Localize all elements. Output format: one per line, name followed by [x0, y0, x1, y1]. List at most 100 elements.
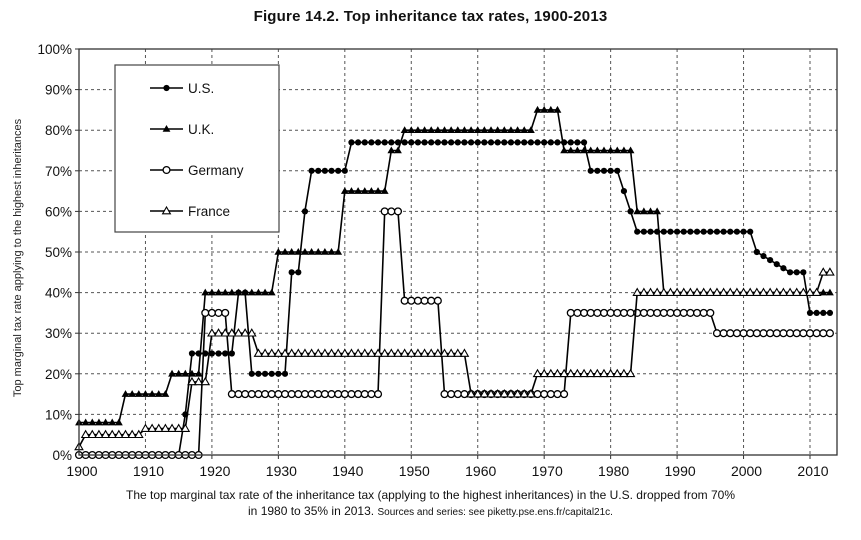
- caption-source: Sources and series: see piketty.pse.ens.…: [377, 507, 613, 518]
- us-data-point: [321, 167, 328, 174]
- uk-data-point: [560, 146, 569, 154]
- uk-data-point: [174, 369, 183, 377]
- france-data-point: [579, 368, 589, 378]
- france-data-point: [565, 368, 576, 378]
- us-data-point: [308, 167, 315, 174]
- uk-data-point: [208, 288, 216, 296]
- germany-data-point: [234, 390, 243, 399]
- france-data-point: [472, 388, 483, 398]
- us-data-point: [574, 139, 581, 146]
- uk-data-point: [633, 207, 642, 215]
- france-data-point: [114, 429, 124, 439]
- germany-data-point: [261, 390, 270, 399]
- us-data-point: [421, 139, 428, 146]
- us-data-point: [813, 309, 820, 316]
- y-tick-label: 90%: [45, 83, 72, 98]
- france-data-point: [399, 348, 410, 357]
- us-data-point: [773, 261, 780, 268]
- uk-data-point: [573, 146, 582, 154]
- uk-data-point: [81, 418, 90, 426]
- x-tick-label: 1980: [598, 463, 629, 479]
- france-data-point: [379, 348, 390, 357]
- france-data-point: [758, 287, 769, 296]
- us-data-point: [388, 139, 395, 146]
- germany-data-point: [354, 390, 363, 399]
- uk-data-point: [473, 126, 482, 133]
- uk-data-point: [400, 126, 409, 133]
- germany-data-point: [799, 329, 808, 338]
- us-data-point: [580, 139, 588, 146]
- germany-data-point: [573, 308, 582, 317]
- germany-data-point: [812, 329, 821, 338]
- france-data-point: [526, 388, 536, 398]
- x-tick-label: 1910: [133, 463, 164, 479]
- us-data-point: [627, 208, 634, 215]
- germany-data-point: [274, 390, 283, 399]
- uk-data-point: [487, 126, 495, 133]
- uk-data-point: [314, 248, 323, 255]
- uk-data-point: [414, 126, 422, 133]
- france-data-point: [732, 287, 742, 296]
- france-data-point: [811, 287, 822, 296]
- us-data-point: [222, 350, 229, 357]
- uk-data-point: [108, 418, 117, 426]
- uk-data-point: [374, 187, 382, 194]
- france-data-point: [406, 348, 417, 357]
- us-data-point: [434, 139, 441, 146]
- us-data-point: [733, 228, 741, 235]
- legend-label-uk: U.K.: [188, 122, 214, 137]
- uk-data-point: [347, 187, 356, 194]
- germany-data-point: [162, 165, 171, 175]
- uk-data-point: [274, 248, 283, 255]
- france-data-point: [805, 287, 815, 296]
- france-data-point: [612, 368, 623, 378]
- us-data-point: [800, 269, 807, 276]
- france-data-point: [552, 368, 563, 378]
- uk-data-point: [513, 126, 522, 133]
- us-data-point: [727, 228, 734, 235]
- france-data-point: [306, 348, 317, 357]
- france-data-point: [293, 348, 304, 357]
- uk-data-point: [307, 248, 316, 255]
- uk-data-point: [261, 288, 269, 296]
- uk-data-point: [221, 288, 230, 296]
- france-data-point: [326, 348, 337, 357]
- uk-data-point: [360, 187, 369, 194]
- germany-data-point: [393, 207, 403, 216]
- uk-data-point: [88, 418, 97, 426]
- us-data-point: [414, 139, 422, 146]
- us-data-point: [441, 139, 448, 146]
- uk-data-point: [327, 248, 336, 255]
- uk-data-point: [427, 126, 436, 133]
- x-tick-label: 1950: [399, 463, 430, 479]
- germany-data-point: [447, 390, 456, 399]
- france-data-point: [359, 348, 370, 357]
- france-data-point: [393, 348, 403, 357]
- france-data-point: [147, 423, 157, 432]
- us-data-point: [215, 350, 222, 357]
- france-data-point: [466, 388, 476, 398]
- uk-data-point: [101, 418, 110, 426]
- france-data-point: [665, 287, 676, 296]
- germany-data-point: [699, 308, 708, 317]
- us-data-point: [760, 252, 767, 260]
- x-tick-label: 1970: [532, 463, 563, 479]
- uk-data-point: [340, 187, 349, 194]
- y-tick-label: 100%: [37, 42, 72, 57]
- uk-data-point: [639, 207, 648, 215]
- us-data-point: [428, 139, 435, 146]
- france-data-point: [240, 328, 250, 337]
- uk-data-point: [227, 288, 236, 296]
- us-data-point: [640, 228, 647, 235]
- x-tick-label: 1920: [199, 463, 230, 479]
- germany-data-point: [254, 390, 263, 399]
- uk-data-point: [267, 288, 276, 296]
- germany-data-point: [327, 390, 336, 399]
- germany-data-point: [247, 390, 256, 399]
- france-data-point: [718, 287, 729, 296]
- germany-data-point: [540, 390, 549, 399]
- uk-data-point: [626, 146, 635, 154]
- france-data-point: [585, 368, 596, 378]
- germany-data-point: [786, 329, 795, 338]
- us-data-point: [541, 139, 548, 146]
